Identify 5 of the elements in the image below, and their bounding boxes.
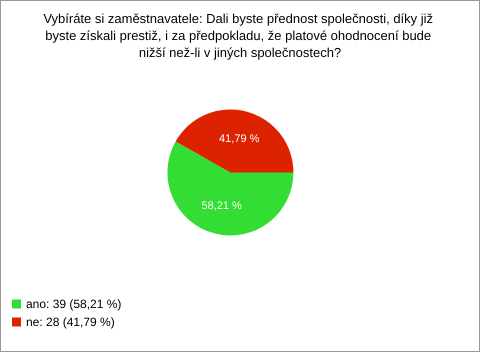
legend-label: ano: 39 (58,21 %) — [26, 297, 122, 311]
chart-title: Vybíráte si zaměstnavatele: Dali byste přednost společnosti, díky již byste získali prestiž, i za předpokladu, že platové ohodnocení bude nižší než-li v jiných společnostech? — [43, 11, 437, 60]
legend-label: ne: 28 (41,79 %) — [26, 315, 115, 329]
data-label: 58,21 % — [201, 200, 242, 212]
data-label: 41,79 % — [219, 133, 260, 146]
